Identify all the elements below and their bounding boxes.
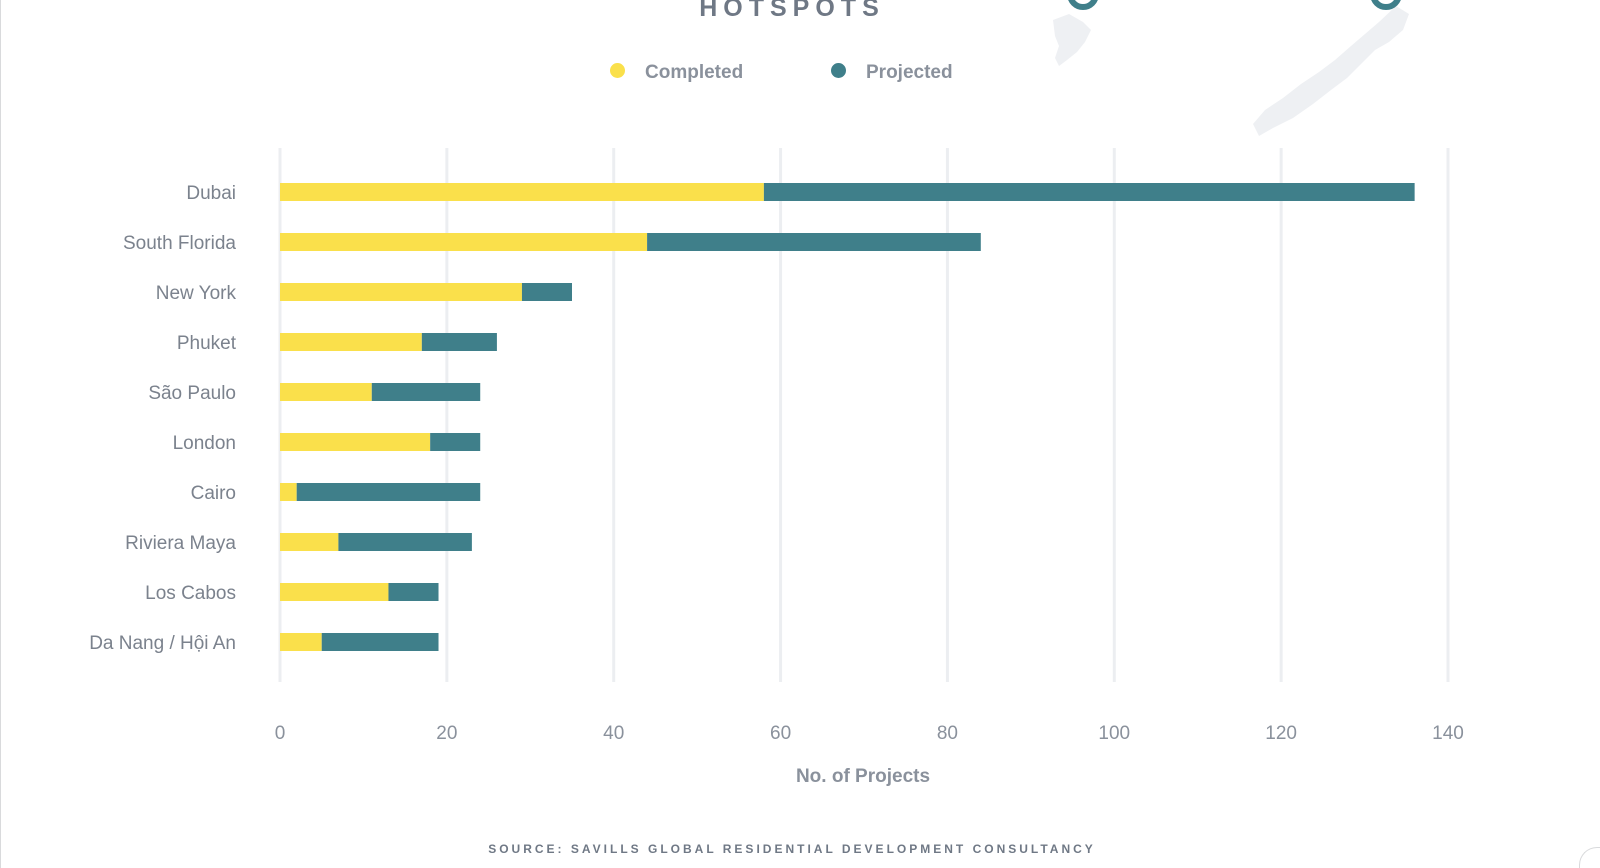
bars [280, 183, 1415, 651]
x-tick-label: 60 [770, 723, 791, 744]
x-axis-title: No. of Projects [796, 766, 930, 787]
bar-projected [421, 333, 497, 351]
bar-projected [321, 633, 439, 651]
category-label: Riviera Maya [125, 533, 236, 554]
x-tick-label: 0 [275, 723, 286, 744]
card-corner [1579, 847, 1600, 868]
legend-swatch-projected [831, 63, 846, 79]
bar-completed [280, 183, 764, 201]
legend-item-projected: Projected [831, 62, 953, 84]
legend-label-projected: Projected [866, 62, 953, 83]
x-tick-label: 40 [603, 723, 624, 744]
x-tick-label: 20 [436, 723, 457, 744]
category-label: São Paulo [148, 383, 236, 404]
bar-completed [280, 583, 389, 601]
bar-projected [296, 483, 481, 501]
bar-completed [280, 533, 339, 551]
bar-projected [647, 233, 981, 251]
category-label: Dubai [186, 183, 236, 204]
background-map-decoration [1053, 0, 1409, 136]
legend-swatch-completed [610, 63, 625, 79]
chart-title: HOTSPOTS [699, 0, 885, 22]
category-label: Cairo [191, 483, 236, 504]
category-labels: Dubai South Florida New York Phuket São Paul… [89, 183, 237, 654]
bar-projected [430, 433, 481, 451]
bar-projected [388, 583, 439, 601]
category-label: Phuket [177, 333, 237, 354]
bar-completed [280, 333, 422, 351]
legend-item-completed: Completed [610, 62, 743, 84]
bar-completed [280, 633, 322, 651]
x-tick-label: 120 [1265, 723, 1297, 744]
bar-projected [338, 533, 472, 551]
bar-completed [280, 433, 431, 451]
bar-completed [280, 483, 297, 501]
bar-completed [280, 233, 648, 251]
category-label: South Florida [123, 233, 236, 254]
bar-completed [280, 283, 522, 301]
bar-projected [521, 283, 572, 301]
bar-completed [280, 383, 372, 401]
legend-label-completed: Completed [645, 62, 744, 83]
x-tick-label: 140 [1432, 723, 1464, 744]
x-tick-label: 80 [937, 723, 958, 744]
x-tick-label: 100 [1098, 723, 1130, 744]
x-tick-labels: 0 20 40 60 80 100 120 140 [275, 723, 1464, 744]
category-label: London [173, 433, 236, 454]
bar-projected [763, 183, 1415, 201]
category-label: New York [156, 283, 237, 304]
bar-projected [371, 383, 481, 401]
source-note: SOURCE: SAVILLS GLOBAL RESIDENTIAL DEVEL… [488, 842, 1096, 856]
grid-lines [278, 148, 1450, 682]
category-label: Los Cabos [145, 583, 236, 604]
category-label: Da Nang / Hội An [89, 633, 236, 654]
